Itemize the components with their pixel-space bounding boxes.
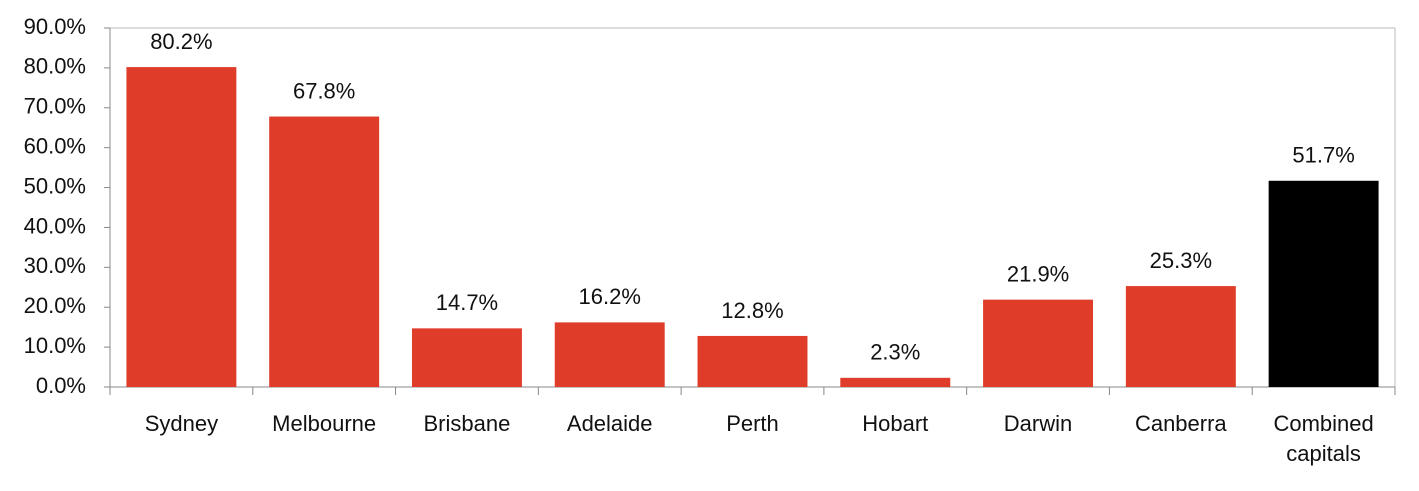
bar	[1125, 286, 1236, 387]
bar	[269, 116, 380, 387]
y-tick-label: 80.0%	[24, 54, 86, 79]
y-tick-label: 60.0%	[24, 133, 86, 158]
x-tick-label: Adelaide	[566, 411, 653, 436]
x-tick-label: Canberra	[1134, 411, 1227, 436]
data-label: 12.8%	[721, 298, 783, 323]
x-tick-label: Hobart	[862, 411, 929, 436]
bar	[1268, 180, 1379, 387]
x-tick-label: Sydney	[144, 411, 219, 436]
y-tick-label: 20.0%	[24, 293, 86, 318]
data-label: 21.9%	[1007, 261, 1069, 286]
data-label: 80.2%	[150, 29, 212, 54]
x-tick-label: Melbourne	[272, 411, 377, 436]
x-tick-label: Perth	[726, 411, 779, 436]
data-label: 67.8%	[293, 78, 355, 103]
x-tick-label: Darwin	[1003, 411, 1073, 436]
y-tick-label: 0.0%	[36, 373, 86, 398]
y-tick-label: 90.0%	[24, 14, 86, 39]
data-label: 51.7%	[1292, 143, 1354, 168]
bar	[697, 335, 808, 387]
bar	[411, 328, 522, 387]
data-label: 2.3%	[870, 340, 920, 365]
y-tick-label: 50.0%	[24, 173, 86, 198]
y-tick-label: 10.0%	[24, 333, 86, 358]
y-tick-label: 70.0%	[24, 94, 86, 119]
y-tick-label: 40.0%	[24, 213, 86, 238]
bar	[983, 299, 1094, 387]
bar	[840, 377, 951, 387]
y-tick-label: 30.0%	[24, 253, 86, 278]
data-label: 25.3%	[1150, 248, 1212, 273]
data-label: 14.7%	[436, 290, 498, 315]
x-tick-label: Brisbane	[423, 411, 511, 436]
bar	[554, 322, 665, 387]
x-tick-label: Combined capitals	[1273, 411, 1374, 466]
data-label: 16.2%	[579, 284, 641, 309]
bar	[126, 67, 237, 387]
